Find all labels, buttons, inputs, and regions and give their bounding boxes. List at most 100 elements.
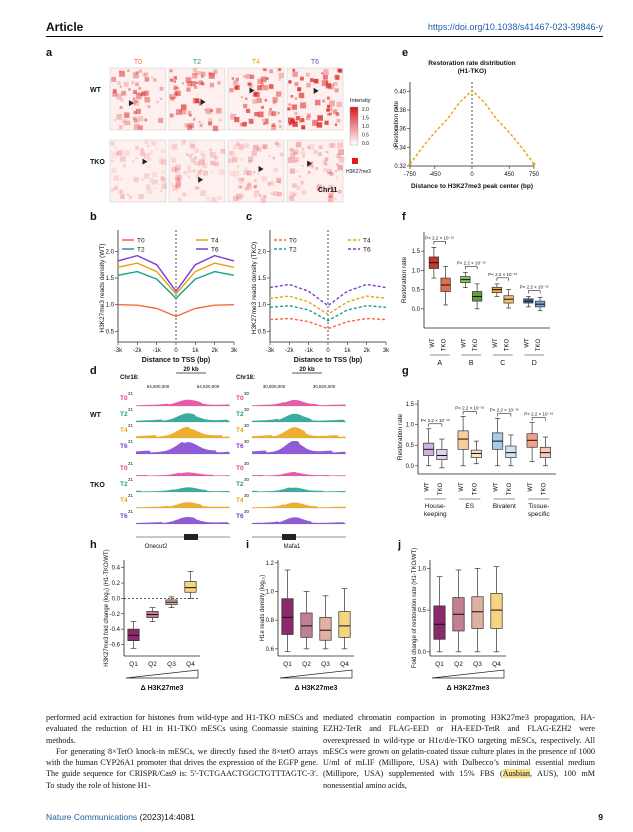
heatmap-row-label: TKO (90, 159, 105, 166)
heatmap-signal (248, 160, 252, 164)
heatmap-signal (132, 116, 137, 121)
heatmap-signal (262, 118, 266, 122)
heatmap-signal (111, 159, 114, 163)
heatmap-signal (238, 144, 244, 150)
heatmap-signal (180, 104, 187, 110)
y-tick-label: 0.5 (406, 443, 415, 449)
series-line-T2 (117, 270, 235, 300)
paragraph: mediated chromatin compaction in promoti… (323, 712, 595, 791)
heatmap-signal (238, 181, 242, 184)
heatmap-signal (287, 107, 291, 111)
x-tick-label: 3k (231, 348, 238, 354)
heatmap-signal (240, 158, 243, 161)
heatmap-signal (159, 97, 163, 100)
group-label: A (437, 360, 442, 367)
heatmap-signal (173, 88, 176, 91)
series-line-T2 (269, 304, 387, 322)
legend-label: T0 (137, 238, 145, 245)
heatmap-signal (324, 120, 329, 125)
track-ymax: 30 (244, 477, 250, 482)
gene-exon (282, 534, 296, 540)
heatmap-signal (112, 151, 116, 155)
heatmap-signal (213, 69, 218, 74)
heatmap-signal (277, 111, 280, 115)
page-number: 9 (598, 812, 603, 822)
x-tick-label: -3k (266, 348, 275, 354)
body-right-column: mediated chromatin compaction in promoti… (323, 712, 595, 791)
doi-link[interactable]: https://doi.org/10.1038/s41467-023-39846… (427, 22, 603, 32)
heatmap-signal (175, 109, 182, 115)
heatmap-signal (261, 145, 266, 150)
heatmap-signal (204, 109, 207, 112)
heatmap-signal (202, 163, 208, 169)
heatmap-signal (232, 144, 239, 150)
x-tick-label: TKO (541, 483, 547, 496)
locus-marker-icon (200, 98, 206, 105)
track-label: T6 (120, 443, 128, 450)
heatmap-signal (208, 121, 213, 126)
heatmap-signal (209, 148, 213, 152)
y-tick-label: 1.0 (418, 566, 427, 572)
group-label: C (500, 360, 505, 367)
heatmap-signal (119, 189, 124, 194)
y-tick-label: 1.5 (412, 249, 421, 255)
signal-track (136, 413, 230, 422)
section-label: Article (46, 20, 84, 34)
track-ymax: 21 (128, 477, 134, 482)
heatmap-signal (311, 166, 314, 169)
axis-label: Fold change of restoration rate (H1-TKO/… (412, 548, 418, 668)
legend-label: T6 (211, 247, 219, 254)
heatmap-signal (294, 97, 298, 100)
heatmap-signal (186, 81, 192, 87)
heatmap-signal (173, 93, 178, 98)
heatmap-signal (110, 141, 115, 146)
y-tick-label: 0.5 (418, 608, 427, 614)
heatmap-signal (131, 80, 135, 85)
heatmap-signal (201, 71, 206, 77)
heatmap-signal (260, 197, 266, 203)
group-label: WT (90, 412, 102, 419)
box-body (319, 616, 332, 641)
heatmap-signal (171, 143, 178, 150)
x-tick-label: 0 (470, 172, 474, 178)
heatmap-signal (243, 75, 246, 78)
heatmap-signal (144, 173, 150, 179)
heatmap-signal (181, 109, 187, 115)
heatmap-signal (328, 193, 334, 198)
heatmap-signal (188, 154, 192, 159)
axis-label: Restoration rate (397, 413, 404, 460)
heatmap-signal (125, 120, 131, 126)
heatmap-signal (334, 88, 339, 93)
x-tick-label: 1k (344, 348, 351, 354)
y-tick-label: 0.38 (394, 108, 406, 114)
heatmap-signal (309, 78, 314, 83)
signal-track (136, 426, 230, 438)
signal-track (252, 487, 346, 492)
heatmap-signal (257, 85, 263, 91)
heatmap-signal (260, 82, 265, 87)
heatmap-signal (312, 119, 319, 126)
x-tick-label: 0 (326, 348, 330, 354)
heatmap-signal (278, 78, 282, 81)
heatmap-signal (140, 148, 145, 153)
track-ymax: 21 (128, 509, 134, 514)
heatmap-signal (200, 74, 204, 78)
heatmap-signal (135, 157, 138, 160)
series-line-restoration (409, 89, 535, 165)
heatmap-signal (313, 150, 318, 155)
heatmap-signal (251, 150, 258, 157)
heatmap-signal (182, 192, 187, 197)
heatmap-signal (244, 167, 248, 170)
x-tick-label: -1k (304, 348, 313, 354)
legend-title: Intensity (350, 98, 371, 104)
heatmap-signal (248, 82, 252, 86)
y-tick-label: 0.2 (112, 581, 121, 587)
heatmap-signal (136, 93, 142, 100)
y-tick-label: 1.0 (258, 303, 267, 309)
y-tick-label: 0.36 (394, 127, 406, 133)
heatmap-signal (336, 118, 341, 123)
y-tick-label: 0.5 (106, 329, 115, 335)
colorbar-tick: 1.5 (362, 116, 369, 122)
heatmap-signal (126, 193, 130, 196)
axis-label: Δ H3K27me3 (141, 685, 184, 692)
